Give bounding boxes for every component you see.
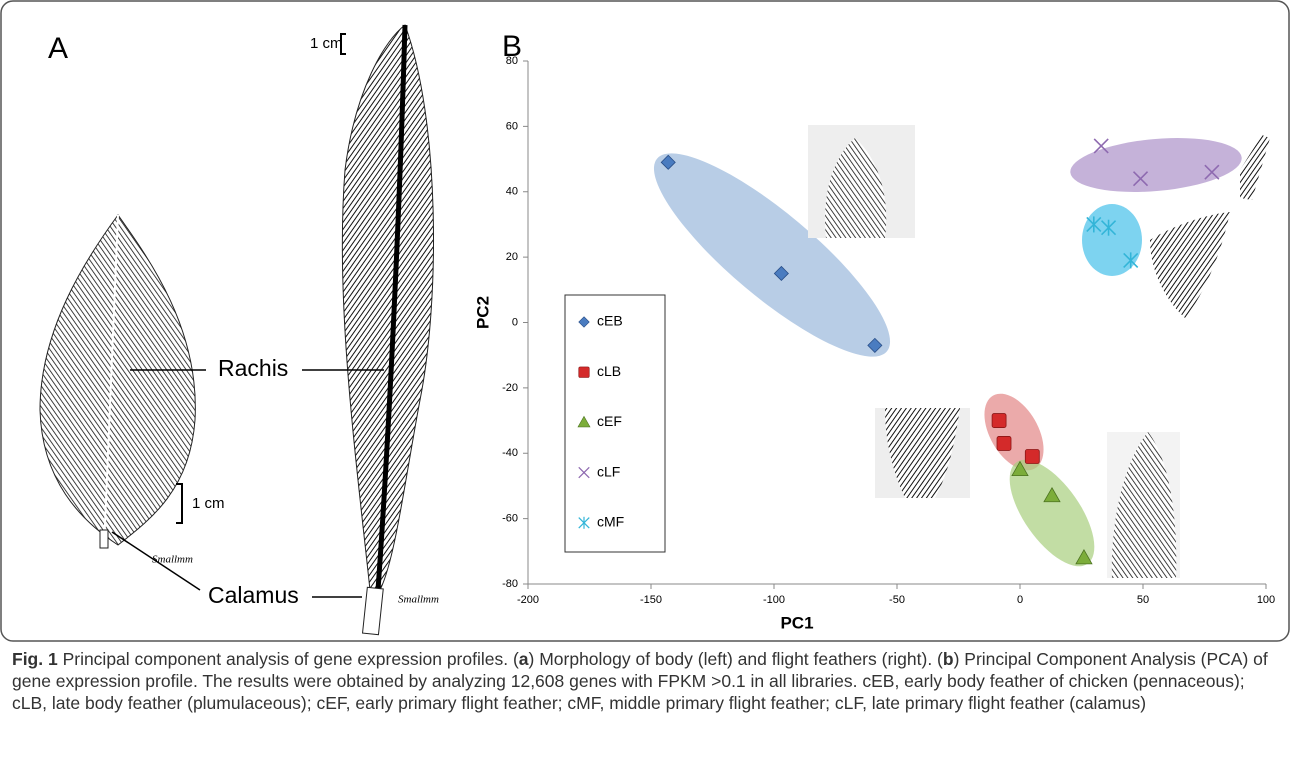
caption-text: a <box>518 649 529 669</box>
y-tick-label: -80 <box>502 578 518 590</box>
point <box>1075 549 1093 565</box>
scale-label: 1 cm <box>310 35 343 52</box>
point <box>1132 171 1149 187</box>
point <box>1093 138 1109 154</box>
legend-label: cEF <box>597 413 622 429</box>
flight-feather <box>341 24 434 591</box>
x-tick-label: 50 <box>1137 594 1149 606</box>
legend-label: cEB <box>597 313 623 329</box>
feather-inset <box>808 125 1270 578</box>
x-tick-label: 100 <box>1257 594 1275 606</box>
scale-label: 1 cm <box>192 495 225 512</box>
frame <box>0 0 1290 642</box>
y-tick-label: 20 <box>506 251 518 263</box>
flight-rachis <box>375 24 408 591</box>
point <box>1086 216 1102 233</box>
cluster-ellipse <box>1082 204 1142 276</box>
y-tick-label: -60 <box>502 513 518 525</box>
cluster-ellipse <box>1009 459 1095 567</box>
caption-text: ) Principal Component Analysis (PCA) of … <box>12 649 1268 713</box>
scale-bar <box>176 483 183 524</box>
caption: Fig. 1 Principal component analysis of g… <box>12 648 1280 714</box>
point <box>991 413 1007 428</box>
legend-marker <box>577 415 591 428</box>
y-tick-label: -20 <box>502 382 518 394</box>
flight-calamus <box>361 586 384 636</box>
legend-marker <box>578 466 590 479</box>
pointer <box>111 531 201 591</box>
caption-label: Fig. 1 <box>12 649 58 669</box>
caption-text: b <box>942 649 954 669</box>
y-tick-label: 40 <box>506 186 518 198</box>
legend-marker <box>578 516 590 529</box>
x-tick-label: -50 <box>889 594 905 606</box>
x-tick-label: 0 <box>1017 594 1023 606</box>
calamus-shape <box>99 529 109 549</box>
x-tick-label: -100 <box>763 594 785 606</box>
cluster-ellipse <box>1070 138 1242 192</box>
legend-marker <box>578 316 590 328</box>
point <box>1123 252 1139 269</box>
rachis-label: Rachis <box>218 355 288 381</box>
point <box>1011 460 1029 476</box>
y-axis-label: PC2 <box>473 296 492 329</box>
y-tick-label: -40 <box>502 447 518 459</box>
y-tick-label: 0 <box>512 316 518 328</box>
point <box>867 337 883 353</box>
point <box>773 265 789 282</box>
point <box>1024 449 1040 464</box>
x-tick-label: -150 <box>640 594 662 606</box>
panel-label: B <box>502 30 522 63</box>
scale-bar <box>340 33 346 55</box>
y-tick-label: 80 <box>506 55 518 67</box>
rachis-line <box>103 214 119 549</box>
point <box>996 436 1012 451</box>
calamus-label: Calamus <box>208 582 299 608</box>
caption-text: Principal component analysis of gene exp… <box>57 649 519 669</box>
legend-label: cLB <box>597 363 621 379</box>
x-axis-label: PC1 <box>780 613 813 632</box>
x-tick-label: -200 <box>517 594 539 606</box>
point <box>1043 486 1061 503</box>
point <box>1100 219 1117 236</box>
panel-label: A <box>48 32 68 65</box>
caption-text: ) Morphology of body (left) and flight f… <box>528 649 943 669</box>
legend-label: cMF <box>597 514 624 530</box>
point <box>1204 164 1220 180</box>
body-feather <box>39 214 196 546</box>
signature: Smallmm <box>398 594 439 606</box>
point <box>660 154 676 170</box>
cluster-ellipse <box>653 153 891 357</box>
signature: Smallmm <box>152 554 193 566</box>
y-tick-label: 60 <box>506 120 518 132</box>
legend-marker <box>578 366 590 378</box>
legend-label: cLF <box>597 463 620 479</box>
